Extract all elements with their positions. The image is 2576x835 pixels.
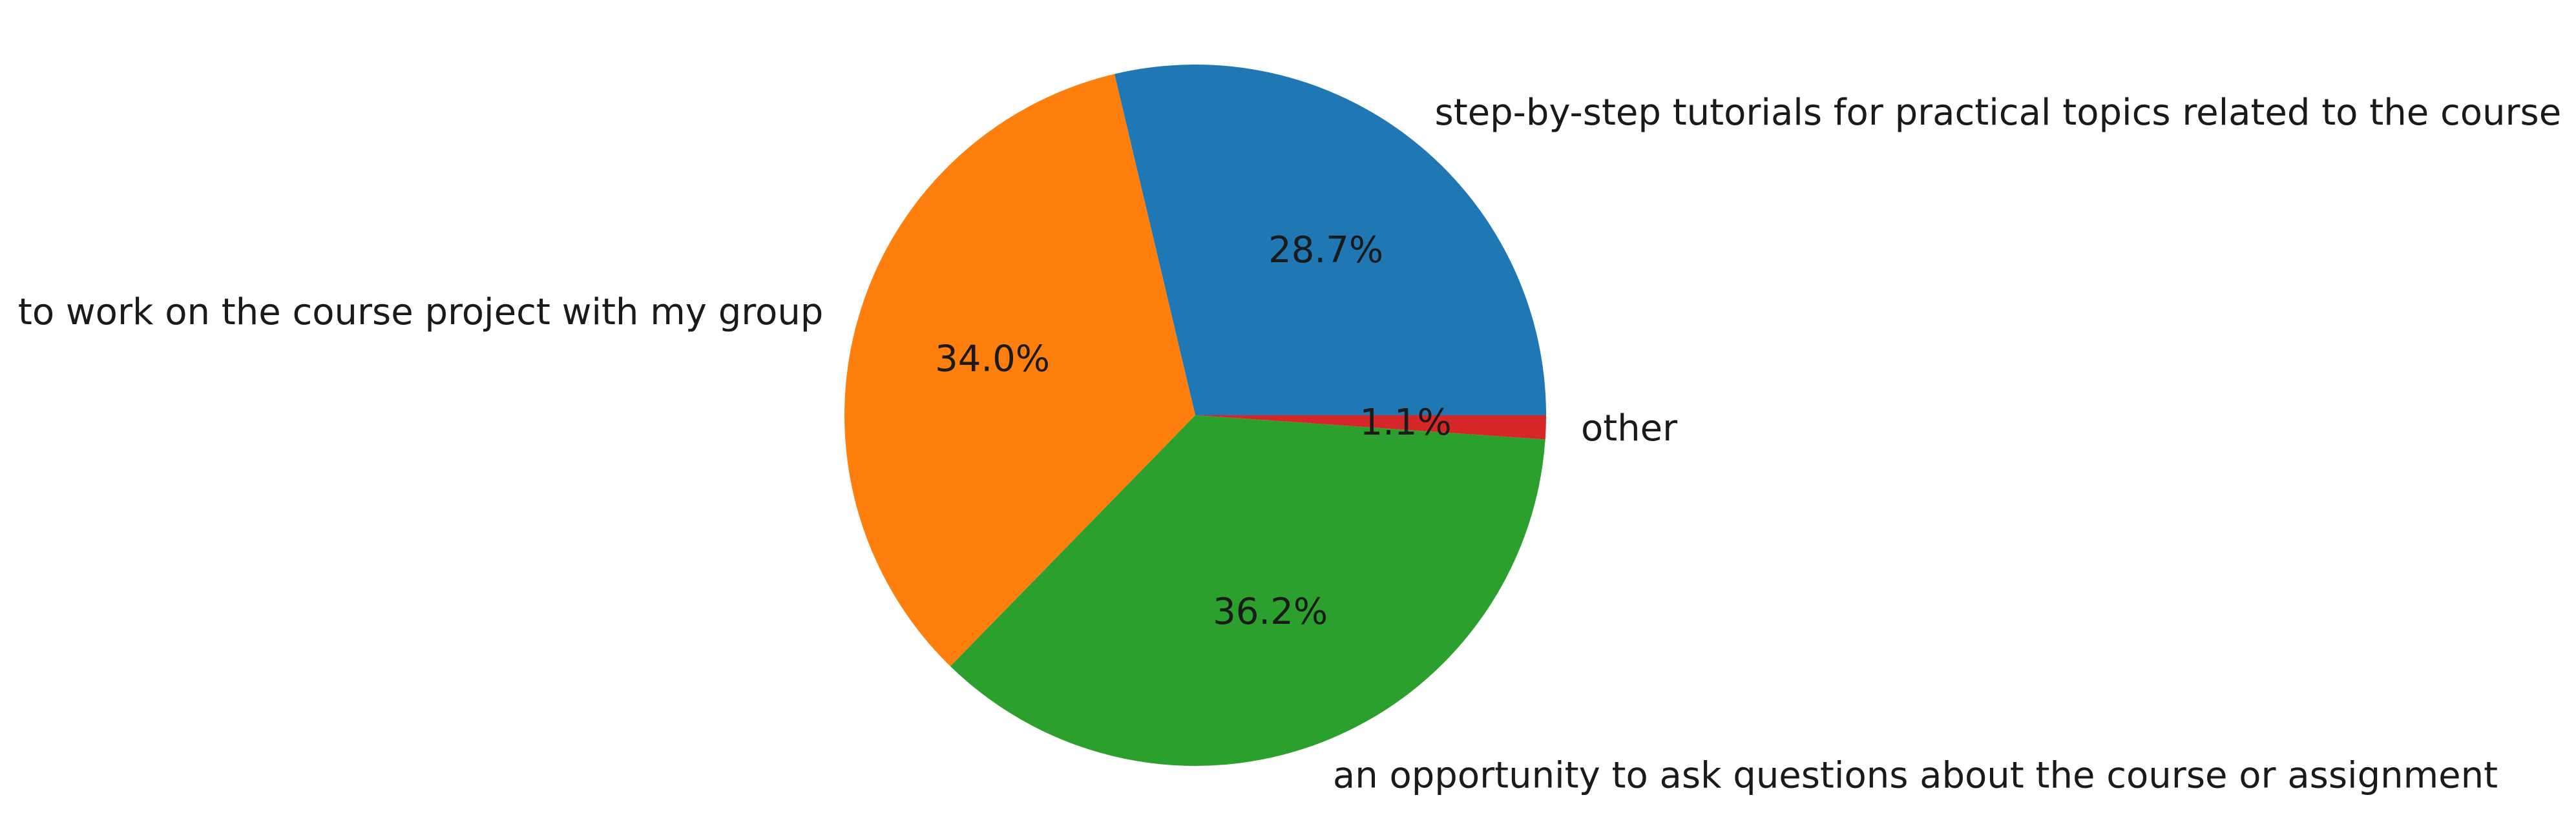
pie-slice-step-by-step-tutorials-for-practical-top: [1114, 65, 1546, 415]
percent-label-to-work-on-the-course-project-with-my-gr: 34.0%: [935, 338, 1050, 380]
slices-layer: [844, 65, 1546, 767]
percent-labels-layer: 28.7% 34.0% 36.2% 1.1%: [935, 229, 1452, 633]
slice-label-step-by-step-tutorials-for-practical-top: step-by-step tutorials for practical top…: [1435, 92, 2562, 134]
pie-slice-to-work-on-the-course-project-with-my-gr: [844, 74, 1195, 666]
slice-labels-layer: step-by-step tutorials for practical top…: [18, 92, 2561, 797]
percent-label-step-by-step-tutorials-for-practical-top: 28.7%: [1268, 229, 1383, 271]
pie-slice-an-opportunity-to-ask-questions-about-th: [950, 415, 1545, 767]
slice-label-other: other: [1581, 407, 1678, 449]
slice-label-to-work-on-the-course-project-with-my-gr: to work on the course project with my gr…: [18, 291, 824, 333]
percent-label-other: 1.1%: [1359, 402, 1451, 444]
pie-slice-other: [1195, 415, 1546, 440]
percent-label-an-opportunity-to-ask-questions-about-th: 36.2%: [1213, 591, 1328, 633]
slice-label-an-opportunity-to-ask-questions-about-th: an opportunity to ask questions about th…: [1333, 755, 2498, 797]
